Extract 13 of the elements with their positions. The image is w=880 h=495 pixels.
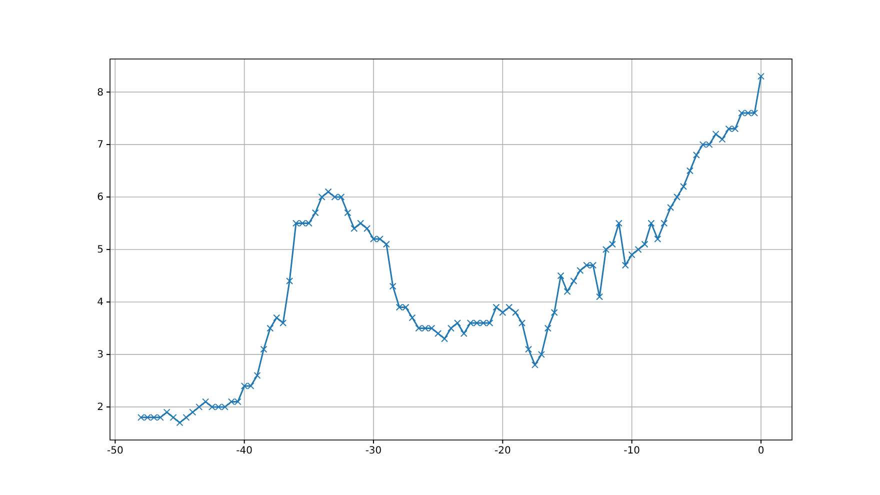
y-tick-label: 8	[97, 87, 104, 98]
y-tick-label: 6	[97, 192, 104, 204]
y-tick-label: 5	[97, 244, 104, 256]
y-tick-label: 7	[97, 140, 104, 151]
y-tick-label: 2	[97, 402, 104, 414]
x-tick-label: -50	[106, 446, 124, 457]
y-tick-label: 4	[97, 297, 104, 308]
x-tick-label: -20	[494, 446, 511, 457]
x-tick-label: 0	[758, 446, 764, 457]
x-tick-label: -40	[236, 446, 253, 457]
y-tick-label: 3	[97, 350, 104, 361]
x-tick-label: -10	[624, 446, 640, 457]
x-tick-label: -30	[365, 446, 382, 457]
